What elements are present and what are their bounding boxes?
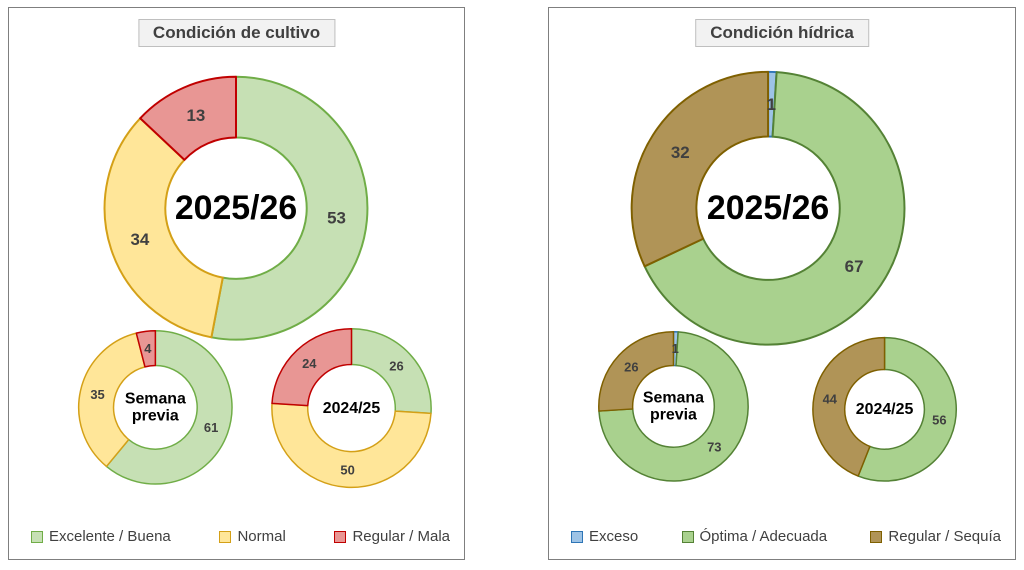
donut-center-label: Semana	[643, 389, 704, 406]
segment-value-label: 26	[624, 359, 638, 374]
legend-item-normal: Normal	[219, 528, 286, 545]
donut-center-label: 2025/26	[175, 189, 297, 227]
panel-condicion-cultivo: Condición de cultivo 53 34 13 2025/26 61 35 4 S…	[8, 7, 465, 560]
segment-value-label: 1	[672, 341, 679, 356]
donut-segment	[210, 75, 369, 341]
chart-title-cultivo: Condición de cultivo	[137, 19, 336, 47]
legend-item-optima-adecuada: Óptima / Adecuada	[681, 528, 828, 545]
donut-center-label: 2024/25	[856, 401, 914, 418]
legend-item-exceso: Exceso	[571, 528, 638, 545]
donut-segment	[350, 327, 432, 415]
legend-label-normal: Normal	[237, 528, 286, 545]
segment-value-label: 24	[302, 356, 317, 371]
donut-center-label: previa	[650, 406, 697, 423]
legend-cultivo: Excelente / Buena Normal Regular / Mala	[31, 528, 450, 545]
panel-condicion-hidrica: Condición hídrica 1 67 32 2025/26 1 73 26 Seman…	[548, 7, 1016, 560]
segment-value-label: 67	[845, 257, 864, 276]
segment-value-label: 32	[671, 143, 690, 162]
donut-segment	[598, 331, 749, 482]
segment-value-label: 13	[186, 106, 205, 125]
donut-segment	[271, 402, 432, 489]
legend-swatch-optima-adecuada	[681, 530, 694, 543]
chart-title-hidrica: Condición hídrica	[695, 19, 869, 47]
segment-value-label: 34	[131, 230, 150, 249]
legend-item-regular-mala: Regular / Mala	[334, 528, 450, 545]
donut-segment	[77, 332, 146, 468]
legend-item-regular-sequia: Regular / Sequía	[870, 528, 1001, 545]
donut-segment	[139, 75, 237, 161]
legend-label-excelente-buena: Excelente / Buena	[49, 528, 171, 545]
donut-segment	[598, 330, 675, 412]
legend-swatch-normal	[219, 530, 232, 543]
legend-label-regular-sequia: Regular / Sequía	[888, 528, 1001, 545]
legend-swatch-exceso	[571, 530, 583, 543]
legend-swatch-regular-sequia	[870, 530, 883, 543]
donut-segment	[135, 329, 157, 368]
donut-segment	[103, 117, 224, 339]
donut-center-label: Semana	[125, 390, 186, 407]
segment-value-label: 50	[340, 462, 354, 477]
legend-swatch-regular-mala	[334, 530, 347, 543]
segment-value-label: 53	[327, 208, 346, 227]
donut-center-label: 2024/25	[323, 400, 381, 417]
segment-value-label: 61	[204, 420, 218, 435]
segment-value-label: 4	[144, 341, 152, 356]
legend-item-excelente-buena: Excelente / Buena	[31, 528, 171, 545]
segment-value-label: 1	[767, 95, 776, 114]
donut-center-label: 2025/26	[707, 189, 829, 227]
donut-segment	[643, 71, 906, 346]
segment-value-label: 73	[707, 440, 721, 455]
donut-segment	[857, 336, 958, 482]
legend-swatch-excelente-buena	[31, 530, 43, 543]
legend-label-exceso: Exceso	[589, 528, 639, 545]
legend-hidrica: Exceso Óptima / Adecuada Regular / Sequí…	[571, 528, 1001, 545]
donut-segment	[812, 336, 886, 477]
segment-value-label: 26	[389, 359, 403, 374]
donut-center-label: previa	[132, 407, 179, 424]
segment-value-label: 56	[932, 412, 946, 427]
segment-value-label: 35	[90, 387, 104, 402]
legend-label-regular-mala: Regular / Mala	[352, 528, 450, 545]
segment-value-label: 44	[823, 391, 838, 406]
donut-segment	[630, 70, 770, 268]
legend-label-optima-adecuada: Óptima / Adecuada	[699, 528, 828, 545]
donut-segment	[105, 329, 233, 485]
donut-segment	[271, 327, 353, 407]
